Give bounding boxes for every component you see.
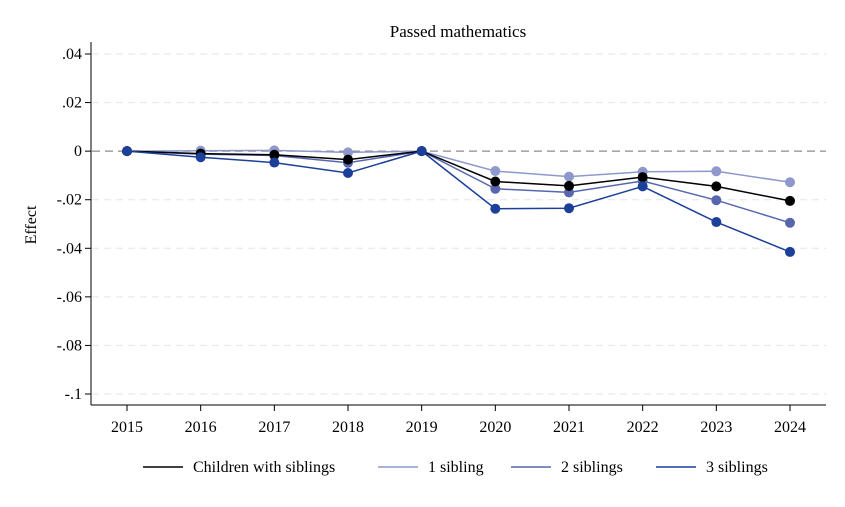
data-point (490, 166, 501, 177)
legend-item: 3 siblings (656, 459, 768, 476)
data-point (785, 246, 795, 257)
legend-item: Children with siblings (143, 459, 335, 476)
legend-label: 1 sibling (428, 459, 484, 476)
data-point (490, 203, 501, 214)
series-3-siblings (122, 146, 795, 257)
data-point (122, 146, 132, 157)
series-line (126, 150, 791, 253)
data-point (637, 172, 648, 183)
x-tick-label: 2024 (774, 419, 806, 436)
series-line (126, 150, 791, 202)
x-axis-ticks: 2015 2016 2017 2018 2019 2020 2021 2022 2023 2024 (111, 405, 806, 436)
x-tick-label: 2016 (185, 419, 217, 436)
y-tick-label: .02 (62, 95, 82, 112)
data-point (416, 146, 427, 157)
x-tick-label: 2015 (111, 419, 143, 436)
legend-label: Children with siblings (193, 459, 335, 476)
x-tick-label: 2017 (258, 419, 290, 436)
data-point (343, 168, 353, 178)
data-point (785, 177, 795, 188)
data-point (490, 176, 501, 187)
data-point (711, 166, 722, 177)
data-point (490, 183, 501, 194)
data-point (711, 195, 722, 206)
data-point (711, 217, 722, 228)
data-point (343, 154, 353, 165)
legend-item: 2 siblings (511, 459, 623, 476)
legend-label: 2 siblings (561, 459, 623, 476)
data-point (269, 157, 280, 168)
data-point (711, 181, 722, 192)
y-tick-label: .04 (62, 46, 82, 63)
legend-label: 3 siblings (706, 459, 768, 476)
data-point (564, 203, 574, 214)
y-tick-label: -.04 (57, 240, 82, 257)
y-axis-label: Effect (23, 205, 40, 244)
legend-item: 1 sibling (378, 459, 484, 476)
x-tick-label: 2022 (627, 419, 659, 436)
data-point (564, 180, 574, 191)
x-tick-label: 2019 (406, 419, 438, 436)
data-point (343, 147, 353, 158)
data-point (564, 171, 574, 182)
y-tick-label: -.1 (65, 386, 82, 403)
series-line (126, 149, 791, 183)
data-point (785, 217, 795, 228)
data-point (785, 195, 795, 206)
y-tick-label: -.08 (57, 337, 82, 354)
y-tick-label: 0 (74, 143, 82, 160)
x-tick-label: 2020 (479, 419, 511, 436)
chart-title: Passed mathematics (390, 22, 526, 41)
y-axis-ticks: .04 .02 0 -.02 -.04 -.06 -.08 -.1 (57, 46, 91, 403)
x-tick-label: 2018 (332, 419, 364, 436)
data-point (637, 181, 648, 192)
series-group (122, 145, 795, 257)
data-point (195, 152, 206, 163)
gridlines (92, 53, 826, 395)
data-point (269, 149, 280, 160)
y-tick-label: -.06 (57, 289, 82, 306)
x-tick-label: 2021 (553, 419, 585, 436)
legend: Children with siblings 1 sibling 2 sibling… (143, 459, 768, 476)
x-tick-label: 2023 (700, 419, 732, 436)
y-tick-label: -.02 (57, 192, 82, 209)
